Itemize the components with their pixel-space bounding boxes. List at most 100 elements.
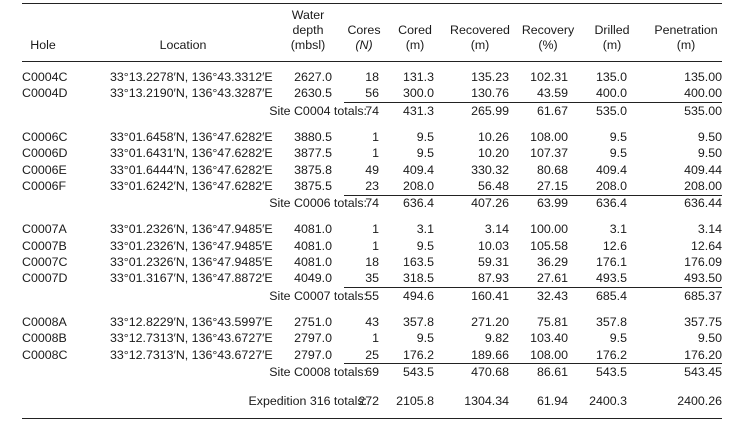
site-totals-label: Site C0004 totals: [269, 103, 367, 118]
penetration-total-cell: 685.37 [684, 288, 722, 303]
subtotal-rule [344, 194, 722, 196]
water-depth-cell: 2797.0 [294, 331, 332, 346]
recovered-cell: 271.20 [471, 314, 509, 329]
water-depth-cell: 2627.0 [294, 70, 332, 84]
drilled-cell: 9.5 [609, 331, 627, 346]
recovery-cell: 75.81 [536, 314, 568, 329]
header-penetration-line-1: Penetration [654, 23, 718, 37]
recovery-total-cell: 61.67 [536, 103, 568, 118]
recovery-cell: 102.31 [530, 70, 568, 84]
location-cell: 33°01.2326′N, 136°47.9485′E [110, 222, 273, 237]
cores-cell: 1 [372, 129, 379, 144]
penetration-cell: 493.50 [684, 271, 722, 286]
header-drilled: Drilled (m) [588, 23, 636, 53]
cored-cell: 163.5 [402, 255, 434, 269]
cores-cell: 25 [365, 347, 379, 362]
penetration-cell: 3.14 [697, 222, 722, 237]
water-depth-cell: 2797.0 [294, 347, 332, 362]
drilled-total-cell: 685.4 [595, 288, 627, 303]
cored-cell: 9.5 [416, 146, 434, 161]
location-cell: 33°01.6444′N, 136°47.6282′E [110, 162, 273, 177]
subtotal-rule [344, 287, 722, 289]
expedition-totals-label: Expedition 316 totals: [248, 394, 367, 409]
table-row: C0008A 33°12.8229′N, 136°43.5997′E 2751.0 4… [22, 314, 722, 330]
table-row: C0006E 33°01.6444′N, 136°47.6282′E 3875.8 4… [22, 162, 722, 178]
cores-cell: 23 [365, 178, 379, 193]
location-cell: 33°13.2190′N, 136°43.3287′E [110, 86, 273, 101]
drilled-total-cell: 636.4 [595, 196, 627, 211]
subtotal-rule [344, 102, 722, 104]
header-water-depth-line-1: Water [291, 8, 325, 22]
recovery-cell: 107.37 [530, 146, 568, 161]
table-row: C0007C 33°01.2326′N, 136°47.9485′E 4081.0 1… [22, 254, 722, 270]
cores-cell: 1 [372, 146, 379, 161]
penetration-cell: 409.44 [684, 162, 722, 177]
site-totals-row: Site C0007 totals: 55 494.6 160.41 32.43 685.… [22, 288, 722, 304]
hole-cell: C0007A [22, 222, 67, 237]
drilled-total-cell: 535.0 [595, 103, 627, 118]
header-hole: Hole [22, 38, 64, 53]
hole-cell: C0007D [22, 271, 68, 286]
drilled-cell: 12.6 [602, 238, 627, 253]
penetration-cell: 176.20 [684, 347, 722, 362]
penetration-cell: 135.00 [684, 70, 722, 84]
penetration-total-cell: 636.44 [684, 196, 722, 211]
header-water-depth: Water depth (mbsl) [284, 8, 332, 53]
drilled-cell: 176.1 [595, 255, 627, 269]
location-cell: 33°12.8229′N, 136°43.5997′E [110, 314, 273, 329]
recovery-cell: 103.40 [530, 331, 568, 346]
cores-total-cell: 74 [365, 103, 379, 118]
water-depth-cell: 3877.5 [294, 146, 332, 161]
recovered-cell: 135.23 [471, 70, 509, 84]
cores-grand-total-cell: 272 [358, 394, 379, 409]
cored-cell: 409.4 [402, 162, 434, 177]
drilled-cell: 493.5 [595, 271, 627, 286]
drilled-cell: 3.1 [609, 222, 627, 237]
cores-cell: 43 [365, 314, 379, 329]
recovered-total-cell: 470.68 [471, 364, 509, 379]
hole-cell: C0006F [22, 178, 67, 193]
cored-cell: 9.5 [416, 331, 434, 346]
recovery-cell: 27.15 [536, 178, 568, 193]
header-location: Location [147, 38, 219, 53]
recovery-total-cell: 32.43 [536, 288, 568, 303]
header-hole-line: Hole [30, 38, 56, 52]
location-cell: 33°01.2326′N, 136°47.9485′E [110, 238, 273, 253]
cored-total-cell: 494.6 [402, 288, 434, 303]
drilled-cell: 409.4 [595, 162, 627, 177]
cored-cell: 9.5 [416, 129, 434, 144]
recovered-cell: 10.03 [477, 238, 509, 253]
header-cores-line-1: Cores [347, 23, 381, 37]
header-rule [22, 61, 722, 62]
recovered-cell: 9.82 [484, 331, 509, 346]
table-row: C0004D 33°13.2190′N, 136°43.3287′E 2630.5 5… [22, 85, 722, 101]
header-cores-line-2: (N) [355, 38, 373, 52]
recovery-cell: 108.00 [530, 129, 568, 144]
cored-cell: 357.8 [402, 314, 434, 329]
cored-total-cell: 543.5 [402, 364, 434, 379]
header-drilled-line-1: Drilled [594, 23, 630, 37]
recovery-cell: 80.68 [536, 162, 568, 177]
recovery-cell: 108.00 [530, 347, 568, 362]
water-depth-cell: 4049.0 [294, 271, 332, 286]
cored-cell: 318.5 [402, 271, 434, 286]
water-depth-cell: 3875.8 [294, 162, 332, 177]
site-totals-row: Site C0006 totals: 74 636.4 407.26 63.99 636.… [22, 195, 722, 211]
table-row: C0006C 33°01.6458′N, 136°47.6282′E 3880.5 1… [22, 129, 722, 145]
location-cell: 33°12.7313′N, 136°43.6727′E [110, 347, 273, 362]
header-cored-line-2: (m) [405, 38, 425, 52]
recovered-total-cell: 407.26 [471, 196, 509, 211]
location-cell: 33°01.3167′N, 136°47.8872′E [110, 271, 273, 286]
penetration-cell: 400.00 [684, 86, 722, 101]
header-recovery: Recovery (%) [521, 23, 575, 53]
expedition-totals-row: Expedition 316 totals: 272 2105.8 1304.34 61… [22, 393, 722, 409]
water-depth-cell: 4081.0 [294, 255, 332, 269]
site-totals-row: Site C0008 totals: 69 543.5 470.68 86.61 543.… [22, 364, 722, 380]
hole-cell: C0007B [22, 238, 67, 253]
penetration-cell: 357.75 [684, 314, 722, 329]
hole-cell: C0006D [22, 146, 68, 161]
recovered-grand-total-cell: 1304.34 [464, 394, 509, 409]
cores-total-cell: 74 [365, 196, 379, 211]
table-row: C0007B 33°01.2326′N, 136°47.9485′E 4081.0 1… [22, 238, 722, 254]
recovery-cell: 100.00 [530, 222, 568, 237]
